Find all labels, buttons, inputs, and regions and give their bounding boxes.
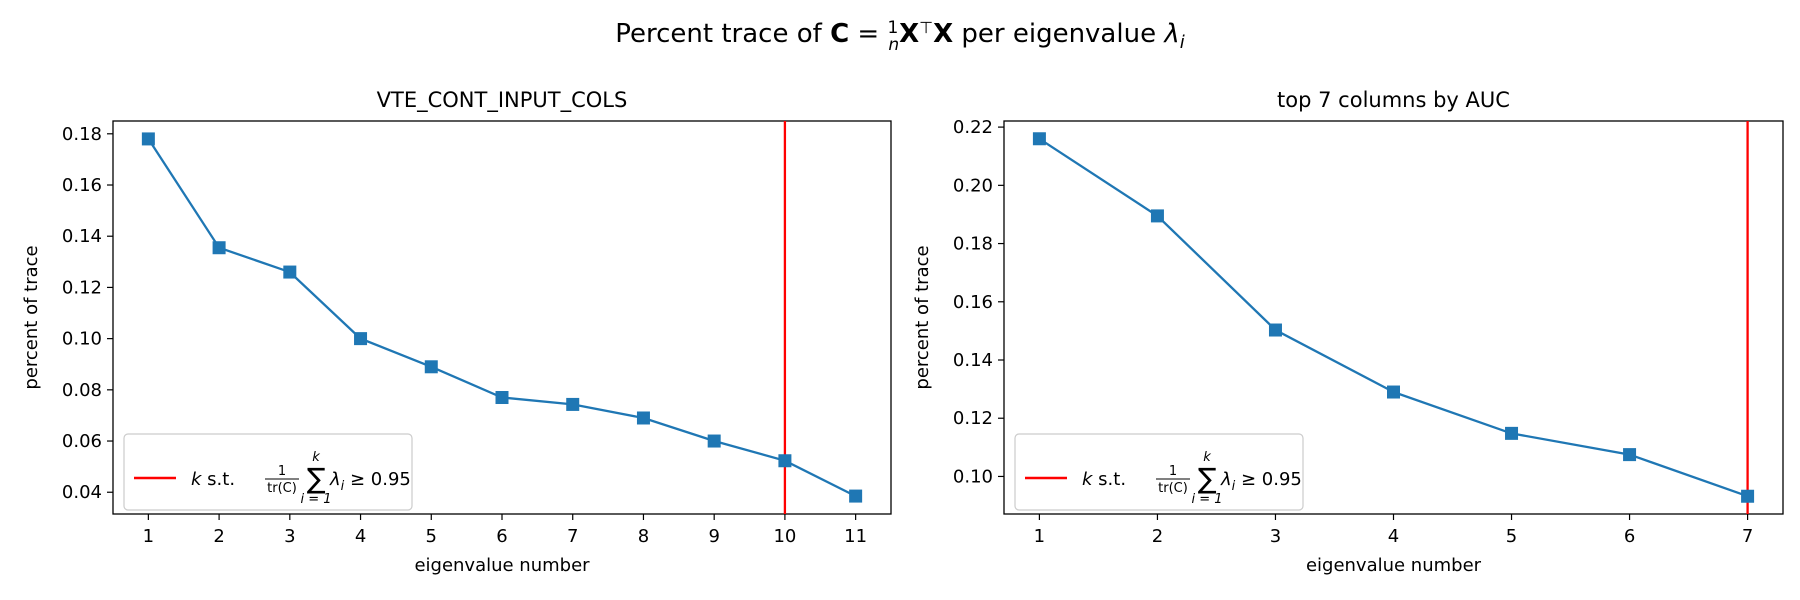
x-tick-label: 4 <box>1388 526 1399 547</box>
data-point <box>424 360 438 374</box>
x-tick-label: 6 <box>496 526 507 547</box>
legend-frac-numerator: 1 <box>278 464 286 479</box>
x-tick-label: 1 <box>143 526 154 547</box>
chart-title: VTE_CONT_INPUT_COLS <box>377 88 628 113</box>
data-point <box>212 241 226 255</box>
chart-title: top 7 columns by AUC <box>1277 88 1510 112</box>
legend: k s.t. 1 tr(C) k∑i = 1λi ≥ 0.95 <box>123 433 413 511</box>
legend-sum-lower: i = 1 <box>1191 492 1222 507</box>
data-point <box>636 411 650 425</box>
legend-frac-denominator: tr(C) <box>1158 481 1188 496</box>
x-tick-label: 8 <box>638 526 649 547</box>
data-point <box>778 454 792 468</box>
legend-sum-symbol: ∑ <box>307 462 326 495</box>
legend-sum-upper: k <box>1203 450 1211 465</box>
data-point <box>707 434 721 448</box>
y-tick-label: 0.18 <box>953 234 993 255</box>
y-tick-label: 0.18 <box>62 124 102 145</box>
legend-sum-lower: i = 1 <box>300 492 331 507</box>
x-tick-label: 7 <box>1742 526 1753 547</box>
data-point <box>354 332 368 346</box>
x-tick-label: 2 <box>213 526 224 547</box>
data-point <box>1387 385 1400 399</box>
data-point <box>283 265 297 279</box>
legend-box <box>123 433 413 511</box>
y-tick-label: 0.16 <box>953 292 993 313</box>
y-tick-label: 0.12 <box>953 408 993 429</box>
y-tick-label: 0.14 <box>953 350 993 371</box>
y-tick-label: 0.16 <box>62 175 102 196</box>
data-point <box>1741 489 1755 503</box>
x-tick-label: 3 <box>1270 526 1281 547</box>
data-point <box>495 391 509 405</box>
x-tick-label: 7 <box>567 526 578 547</box>
legend-sum-symbol: ∑ <box>1198 462 1217 495</box>
legend-label-k: k s.t. <box>191 469 235 490</box>
chart-vte-cont-input-cols: VTE_CONT_INPUT_COLS eigenvalue number perc… <box>21 88 892 576</box>
y-tick-label: 0.04 <box>62 482 102 503</box>
y-axis-label: percent of trace <box>912 245 933 389</box>
x-tick-label: 5 <box>426 526 437 547</box>
y-axis-label: percent of trace <box>21 245 42 389</box>
y-tick-label: 0.06 <box>62 431 102 452</box>
y-tick-label: 0.14 <box>62 226 102 247</box>
legend-label-rel: λi ≥ 0.95 <box>329 469 411 494</box>
x-tick-label: 10 <box>773 526 796 547</box>
x-axis-label: eigenvalue number <box>1306 555 1482 576</box>
legend-frac-denominator: tr(C) <box>267 481 297 496</box>
data-point <box>566 397 580 411</box>
data-point <box>1032 132 1046 146</box>
x-tick-label: 4 <box>355 526 366 547</box>
chart-top-7-columns-by-auc: top 7 columns by AUC eigenvalue number per… <box>912 88 1784 576</box>
data-point <box>849 489 863 503</box>
data-point <box>1150 209 1164 223</box>
legend-label-k: k s.t. <box>1082 469 1126 490</box>
x-tick-label: 5 <box>1506 526 1517 547</box>
x-tick-label: 9 <box>708 526 719 547</box>
x-tick-label: 1 <box>1034 526 1045 547</box>
legend-frac-numerator: 1 <box>1169 464 1177 479</box>
legend-sum-upper: k <box>312 450 320 465</box>
y-tick-label: 0.08 <box>62 380 102 401</box>
x-tick-label: 6 <box>1624 526 1635 547</box>
legend-label-rel: λi ≥ 0.95 <box>1220 469 1302 494</box>
data-point <box>1268 323 1282 337</box>
suptitle: Percent trace of C = 1 nX⊤X per eigenvalu… <box>615 18 1184 55</box>
y-tick-label: 0.10 <box>953 466 993 487</box>
x-axis-label: eigenvalue number <box>414 555 590 576</box>
data-point <box>1623 448 1637 462</box>
legend-box <box>1014 433 1304 511</box>
y-tick-label: 0.12 <box>62 277 102 298</box>
y-tick-label: 0.20 <box>953 175 993 196</box>
data-point <box>1505 426 1519 440</box>
data-point <box>141 132 155 146</box>
y-tick-label: 0.22 <box>953 117 993 138</box>
x-tick-label: 11 <box>844 526 867 547</box>
x-tick-label: 3 <box>284 526 295 547</box>
y-tick-label: 0.10 <box>62 329 102 350</box>
legend: k s.t. 1 tr(C) k∑i = 1λi ≥ 0.95 <box>1014 433 1304 511</box>
x-tick-label: 2 <box>1152 526 1163 547</box>
